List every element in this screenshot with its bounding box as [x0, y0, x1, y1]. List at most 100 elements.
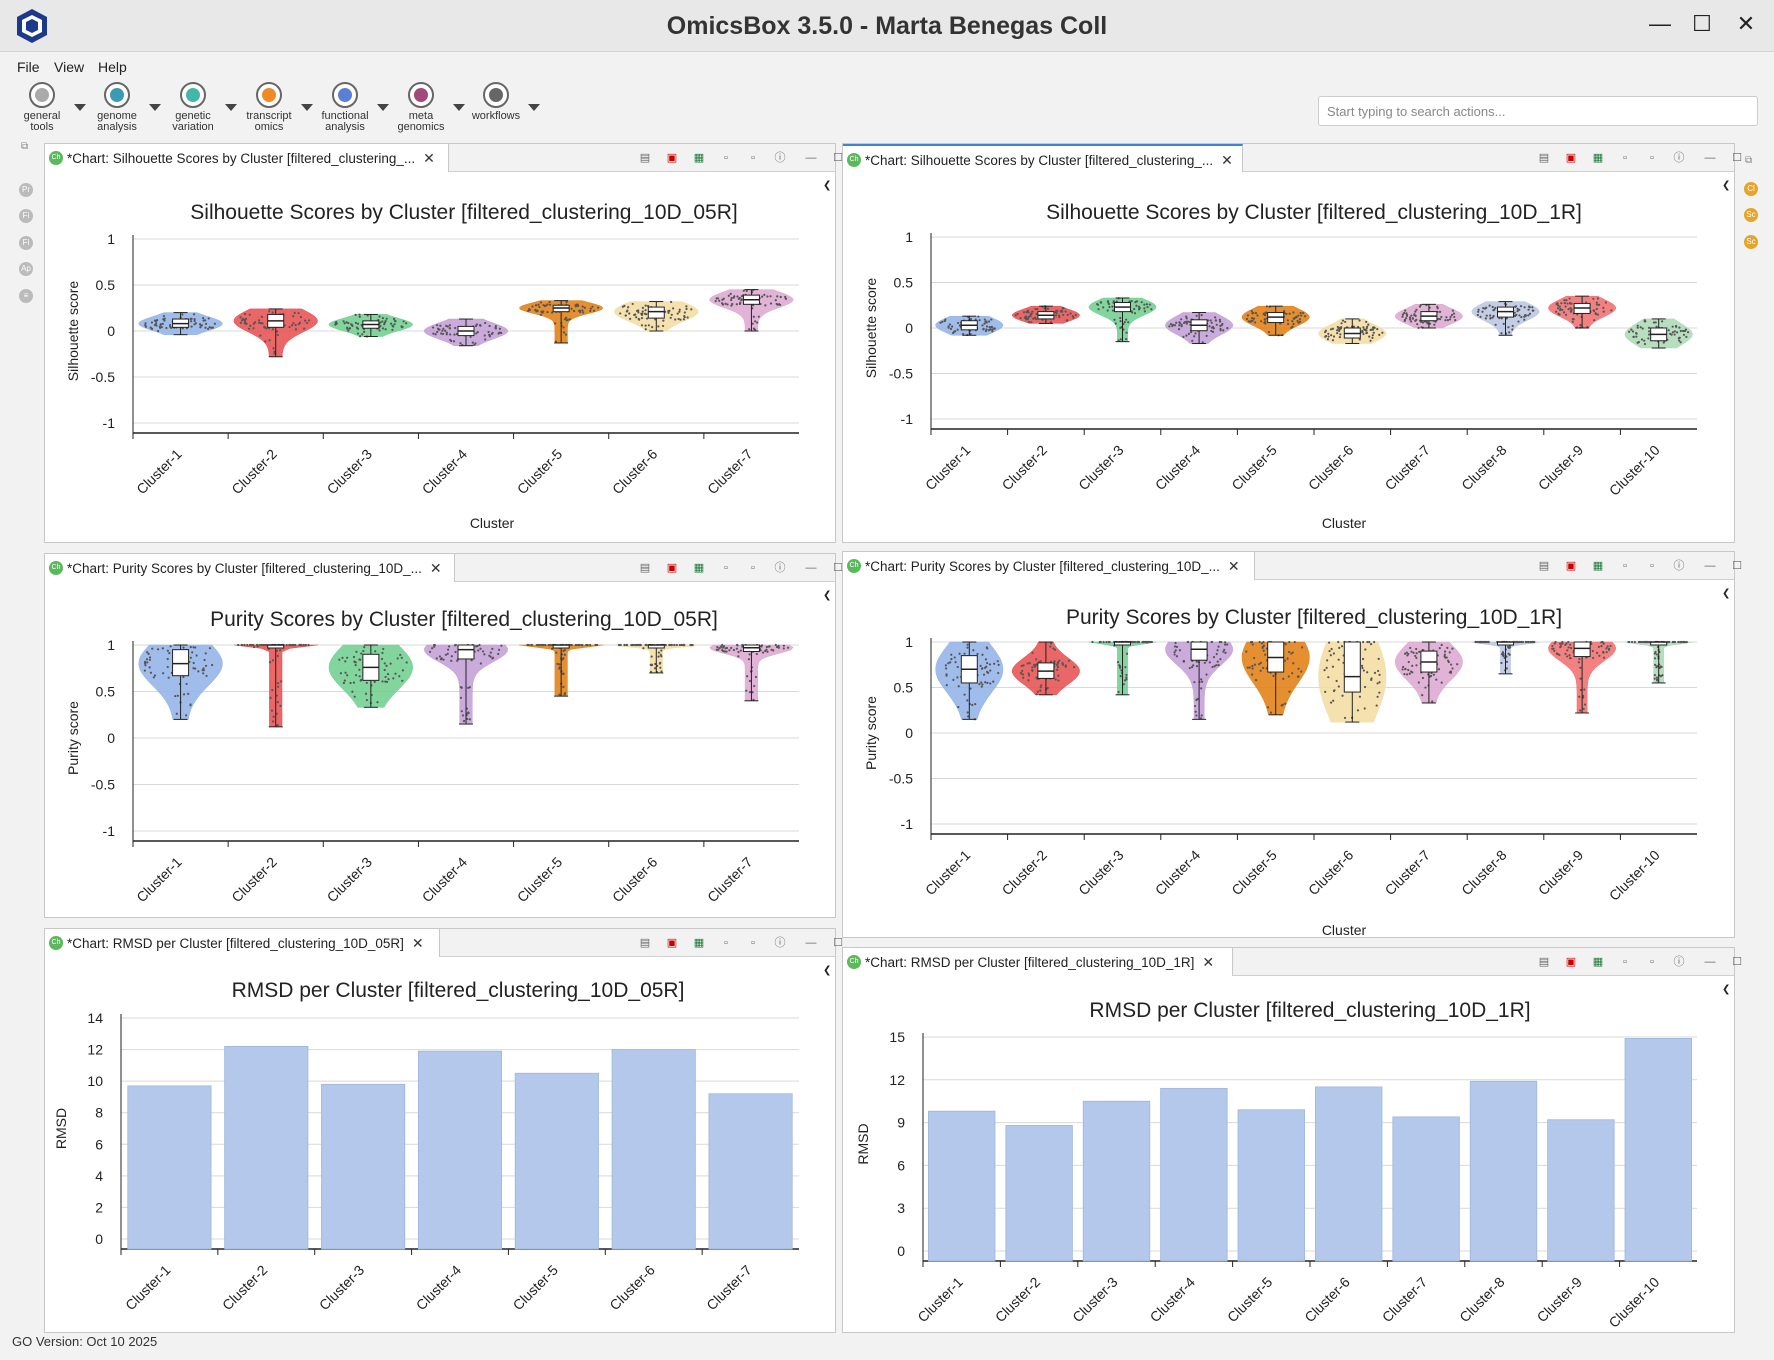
- collapse-chevron-icon[interactable]: ❮: [823, 965, 832, 976]
- collapse-chevron-icon[interactable]: ❮: [1722, 984, 1731, 995]
- save-icon[interactable]: ▫: [724, 152, 728, 164]
- tool-dropdown-chevron-icon[interactable]: [225, 104, 237, 111]
- print-icon[interactable]: ▫: [1650, 956, 1654, 968]
- chart-tab[interactable]: Ch *Chart: Purity Scores by Cluster [filt…: [843, 552, 1255, 580]
- tab-close-icon[interactable]: ✕: [1221, 152, 1233, 168]
- collapse-chevron-icon[interactable]: ❮: [823, 180, 832, 191]
- info-icon[interactable]: ⓘ: [1673, 560, 1685, 572]
- files-icon[interactable]: Fi: [19, 209, 33, 223]
- export-image-icon[interactable]: ▤: [639, 937, 651, 949]
- print-icon[interactable]: ▫: [751, 152, 755, 164]
- menu-view[interactable]: View: [54, 59, 85, 75]
- export-image-icon[interactable]: ▤: [639, 562, 651, 574]
- minimize-panel-icon[interactable]: —: [1704, 956, 1716, 968]
- files-icon-2[interactable]: Fi: [19, 236, 33, 250]
- jitter-point: [1134, 301, 1137, 304]
- tool-dropdown-chevron-icon[interactable]: [377, 104, 389, 111]
- jitter-point: [1685, 335, 1688, 338]
- export-pdf-icon[interactable]: ▣: [1565, 152, 1577, 164]
- export-excel-icon[interactable]: ▦: [1592, 560, 1604, 572]
- minimize-panel-icon[interactable]: —: [805, 562, 817, 574]
- close-button[interactable]: ✕: [1736, 11, 1756, 36]
- export-excel-icon[interactable]: ▦: [693, 152, 705, 164]
- chart-tab[interactable]: Ch *Chart: Purity Scores by Cluster [filt…: [45, 554, 455, 582]
- collapse-chevron-icon[interactable]: ❮: [823, 590, 832, 601]
- toolbar-tool-general-tools[interactable]: general tools: [14, 82, 70, 133]
- export-image-icon[interactable]: ▤: [639, 152, 651, 164]
- tab-close-icon[interactable]: ✕: [429, 560, 442, 576]
- export-excel-icon[interactable]: ▦: [693, 562, 705, 574]
- collapse-chevron-icon[interactable]: ❮: [1722, 588, 1731, 599]
- minimize-panel-icon[interactable]: —: [1704, 152, 1716, 164]
- print-icon[interactable]: ▫: [751, 937, 755, 949]
- save-icon[interactable]: ▫: [724, 562, 728, 574]
- save-icon[interactable]: ▫: [1623, 956, 1627, 968]
- sidebar-restore-icon-right[interactable]: ⧉: [1745, 155, 1753, 166]
- menu-file[interactable]: File: [17, 59, 40, 75]
- save-icon[interactable]: ▫: [1623, 560, 1627, 572]
- toolbar-tool-genetic-variation[interactable]: genetic variation: [165, 82, 221, 133]
- save-icon[interactable]: ▫: [724, 937, 728, 949]
- maximize-panel-icon[interactable]: ☐: [1732, 152, 1742, 164]
- chart-tab[interactable]: Ch *Chart: Silhouette Scores by Cluster […: [45, 144, 449, 172]
- export-image-icon[interactable]: ▤: [1538, 560, 1550, 572]
- minimize-button[interactable]: —: [1649, 11, 1671, 36]
- export-excel-icon[interactable]: ▦: [1592, 956, 1604, 968]
- save-icon[interactable]: ▫: [1623, 152, 1627, 164]
- info-icon[interactable]: ⓘ: [1673, 152, 1685, 164]
- tab-close-icon[interactable]: ✕: [1202, 954, 1215, 970]
- export-image-icon[interactable]: ▤: [1538, 956, 1550, 968]
- projects-icon[interactable]: Pr: [19, 183, 33, 197]
- maximize-panel-icon[interactable]: ☐: [833, 937, 843, 949]
- menu-help[interactable]: Help: [98, 59, 127, 75]
- chart-tab[interactable]: Ch *Chart: Silhouette Scores by Cluster […: [843, 144, 1243, 172]
- toolbar-tool-functional-analysis[interactable]: functional analysis: [317, 82, 373, 133]
- chart-tab[interactable]: Ch *Chart: RMSD per Cluster [filtered_clu…: [843, 948, 1233, 976]
- scripts-icon-2[interactable]: Sc: [1744, 235, 1758, 249]
- tab-close-icon[interactable]: ✕: [423, 150, 435, 166]
- export-pdf-icon[interactable]: ▣: [1565, 956, 1577, 968]
- tool-dropdown-chevron-icon[interactable]: [453, 104, 465, 111]
- tab-close-icon[interactable]: ✕: [1227, 558, 1240, 574]
- export-image-icon[interactable]: ▤: [1538, 152, 1550, 164]
- application-icon[interactable]: Ap: [19, 262, 33, 276]
- export-excel-icon[interactable]: ▦: [1592, 152, 1604, 164]
- cloud-icon[interactable]: Cl: [1744, 182, 1758, 196]
- toolbar-tool-genome-analysis[interactable]: genome analysis: [89, 82, 145, 133]
- scripts-icon[interactable]: Sc: [1744, 208, 1758, 222]
- list-icon[interactable]: ≡: [19, 289, 33, 303]
- maximize-panel-icon[interactable]: ☐: [833, 562, 843, 574]
- export-excel-icon[interactable]: ▦: [693, 937, 705, 949]
- info-icon[interactable]: ⓘ: [774, 562, 786, 574]
- tool-dropdown-chevron-icon[interactable]: [528, 104, 540, 111]
- sidebar-restore-icon[interactable]: ⧉: [21, 141, 29, 152]
- tab-close-icon[interactable]: ✕: [411, 935, 424, 951]
- export-pdf-icon[interactable]: ▣: [666, 937, 678, 949]
- minimize-panel-icon[interactable]: —: [805, 152, 817, 164]
- toolbar-tool-meta-genomics[interactable]: meta genomics: [393, 82, 449, 133]
- info-icon[interactable]: ⓘ: [1673, 956, 1685, 968]
- maximize-button[interactable]: ☐: [1692, 11, 1712, 36]
- export-pdf-icon[interactable]: ▣: [666, 152, 678, 164]
- maximize-panel-icon[interactable]: ☐: [1732, 560, 1742, 572]
- tool-dropdown-chevron-icon[interactable]: [149, 104, 161, 111]
- maximize-panel-icon[interactable]: ☐: [1732, 956, 1742, 968]
- tool-dropdown-chevron-icon[interactable]: [301, 104, 313, 111]
- export-pdf-icon[interactable]: ▣: [1565, 560, 1577, 572]
- print-icon[interactable]: ▫: [1650, 152, 1654, 164]
- info-icon[interactable]: ⓘ: [774, 937, 786, 949]
- jitter-point: [1565, 299, 1568, 302]
- tool-dropdown-chevron-icon[interactable]: [74, 104, 86, 111]
- chart-tab[interactable]: Ch *Chart: RMSD per Cluster [filtered_clu…: [45, 929, 440, 957]
- minimize-panel-icon[interactable]: —: [1704, 560, 1716, 572]
- toolbar-tool-transcript-omics[interactable]: transcript omics: [241, 82, 297, 133]
- collapse-chevron-icon[interactable]: ❮: [1722, 180, 1731, 191]
- info-icon[interactable]: ⓘ: [774, 152, 786, 164]
- export-pdf-icon[interactable]: ▣: [666, 562, 678, 574]
- toolbar-tool-workflows[interactable]: workflows: [468, 82, 524, 122]
- search-actions-input[interactable]: [1318, 96, 1758, 126]
- maximize-panel-icon[interactable]: ☐: [833, 152, 843, 164]
- print-icon[interactable]: ▫: [1650, 560, 1654, 572]
- minimize-panel-icon[interactable]: —: [805, 937, 817, 949]
- print-icon[interactable]: ▫: [751, 562, 755, 574]
